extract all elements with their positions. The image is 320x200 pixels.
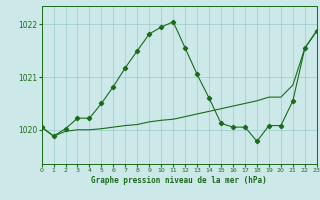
X-axis label: Graphe pression niveau de la mer (hPa): Graphe pression niveau de la mer (hPa) bbox=[91, 176, 267, 185]
